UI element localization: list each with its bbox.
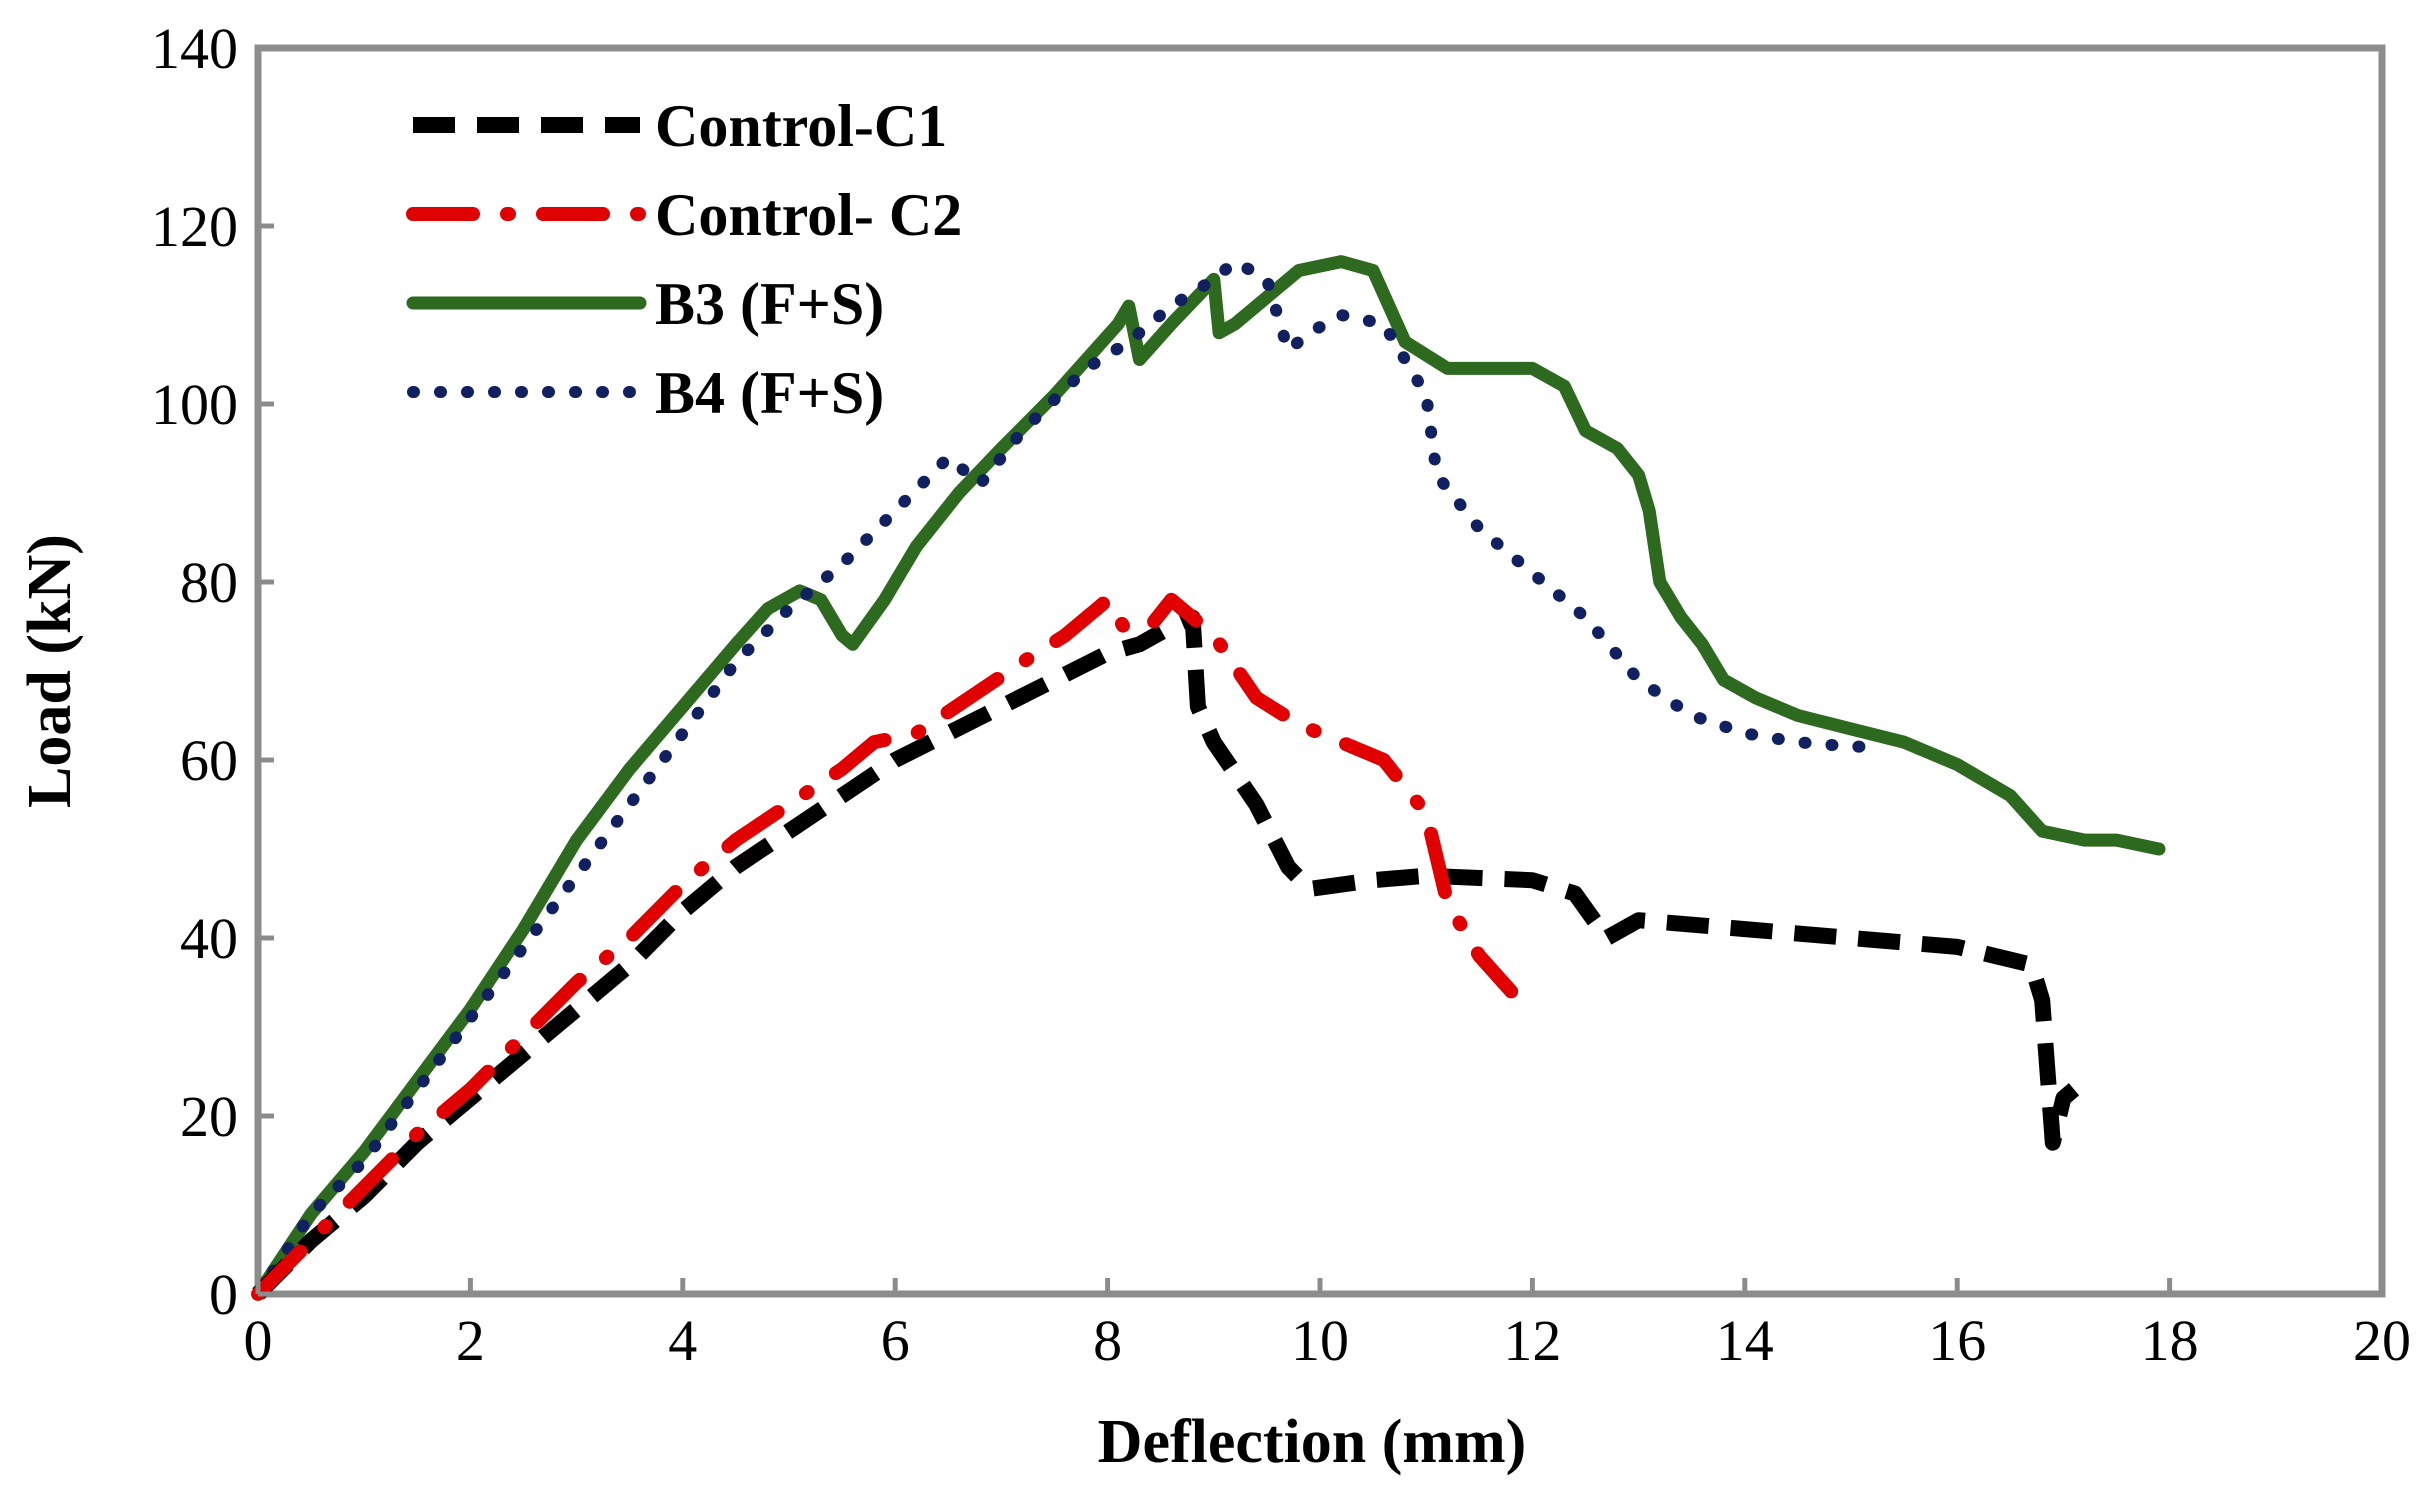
y-tick-label: 20 — [180, 1084, 238, 1149]
legend-label: Control-C1 — [655, 93, 947, 159]
series-line-control-c2 — [251, 592, 1519, 1301]
x-tick-label: 14 — [1716, 1308, 1774, 1373]
y-axis-title: Load (kN) — [16, 534, 84, 808]
y-tick-label: 80 — [180, 550, 238, 615]
x-tick-label: 18 — [2141, 1308, 2199, 1373]
series-line-b3-f-s — [251, 255, 2166, 1301]
legend-label: B4 (F+S) — [655, 360, 884, 426]
series-line-b4-f-s — [252, 255, 1889, 1300]
y-tick-label: 120 — [151, 194, 238, 259]
x-tick-label: 4 — [668, 1308, 697, 1373]
y-tick-label: 0 — [209, 1262, 238, 1327]
y-tick-label: 40 — [180, 906, 238, 971]
series-lines — [251, 255, 2166, 1301]
x-tick-label: 8 — [1093, 1308, 1122, 1373]
y-tick-label: 60 — [180, 728, 238, 793]
x-tick-label: 16 — [1928, 1308, 1986, 1373]
legend-label: B3 (F+S) — [655, 271, 884, 337]
legend: Control-C1 Control- C2 B3 (F+S) B4 (F+S) — [406, 93, 962, 426]
x-tick-label: 10 — [1291, 1308, 1349, 1373]
x-tick-label: 20 — [2353, 1308, 2411, 1373]
x-tick-label: 6 — [881, 1308, 910, 1373]
x-tick-label: 2 — [456, 1308, 485, 1373]
series-line-control-c1 — [252, 609, 2080, 1300]
x-tick-label: 12 — [1503, 1308, 1561, 1373]
x-tick-label: 0 — [244, 1308, 273, 1373]
x-axis-title: Deflection (mm) — [1098, 1408, 1527, 1476]
y-tick-label: 100 — [151, 372, 238, 437]
legend-label: Control- C2 — [655, 182, 962, 248]
y-tick-label: 140 — [151, 16, 238, 81]
axis-ticks: 0 2 4 6 8 10 12 14 16 18 20 0 20 40 60 80 100 120 140 — [151, 16, 2411, 1373]
